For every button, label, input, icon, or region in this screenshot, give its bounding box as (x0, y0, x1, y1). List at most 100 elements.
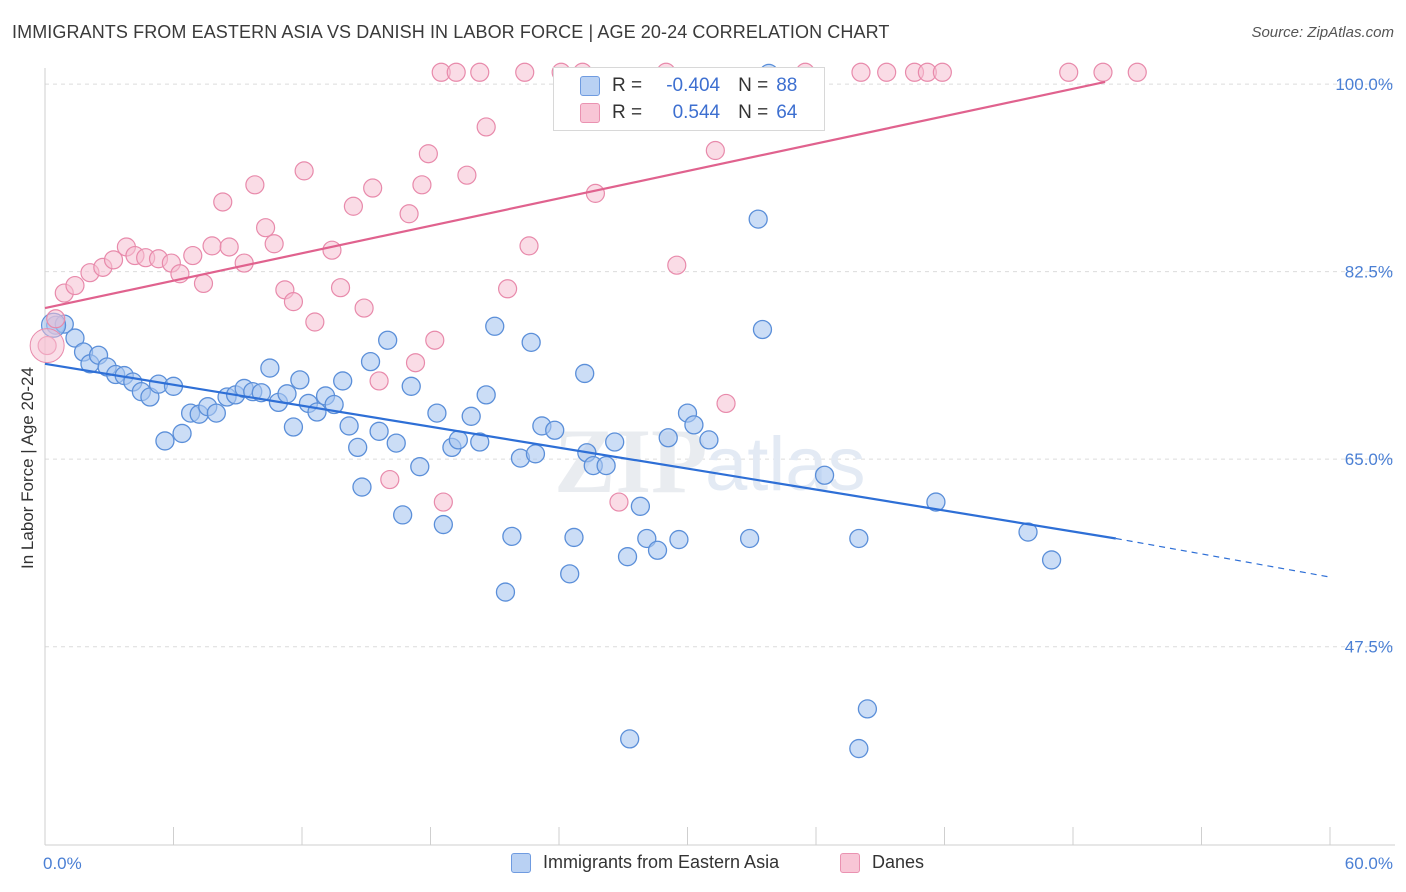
point-danes (519, 236, 539, 256)
point-immigrants (560, 564, 580, 584)
point-danes (245, 175, 265, 195)
point-immigrants (647, 540, 668, 560)
point-immigrants (369, 421, 389, 441)
point-danes (103, 250, 124, 270)
point-immigrants (393, 505, 413, 525)
point-danes (667, 255, 687, 275)
point-danes (330, 278, 351, 298)
legend-n-value: 88 (776, 75, 798, 96)
point-immigrants (339, 416, 359, 436)
point-immigrants (752, 319, 773, 340)
y-tick-label: 100.0% (1335, 75, 1393, 94)
point-danes (183, 245, 203, 266)
point-immigrants (290, 370, 310, 390)
point-danes (264, 234, 284, 254)
legend-row-danes: R = 0.544 N = 64 (612, 100, 797, 126)
point-immigrants (739, 528, 760, 549)
point-immigrants (433, 514, 454, 535)
legend-row-immigrants: R = -0.404 N = 88 (612, 73, 797, 99)
trend-line-immigrants (44, 362, 1117, 540)
point-danes (354, 298, 374, 318)
watermark-zip: ZIP (554, 410, 707, 512)
point-danes (399, 204, 419, 224)
point-danes-cluster (29, 328, 65, 364)
point-immigrants (470, 432, 490, 452)
point-danes (433, 492, 453, 512)
point-danes (515, 62, 535, 82)
point-danes (305, 312, 325, 332)
point-immigrants (630, 496, 651, 516)
point-danes (470, 62, 490, 82)
legend-item-danes[interactable]: Danes (840, 852, 924, 873)
legend-swatch-pink (840, 852, 860, 873)
point-immigrants (324, 394, 344, 415)
x-tick-label: 60.0% (1345, 854, 1393, 873)
point-danes (457, 165, 477, 185)
point-immigrants (277, 384, 297, 404)
point-immigrants (748, 209, 768, 229)
point-immigrants (461, 406, 481, 426)
legend-swatch-blue (511, 852, 531, 873)
point-immigrants (155, 431, 175, 451)
y-axis-label: In Labor Force | Age 20-24 (18, 367, 37, 569)
y-tick-label: 47.5% (1345, 638, 1393, 657)
point-immigrants (658, 428, 678, 448)
point-immigrants (378, 330, 398, 350)
point-danes (322, 240, 342, 260)
point-immigrants (575, 363, 595, 384)
point-immigrants (684, 415, 704, 435)
point-immigrants (525, 444, 546, 464)
gridlines (45, 83, 1395, 648)
axes (44, 68, 1395, 846)
point-immigrants (495, 582, 516, 602)
point-danes (343, 196, 363, 216)
legend-r-label: R = (612, 102, 643, 123)
point-immigrants (699, 430, 719, 450)
point-danes (418, 144, 438, 164)
point-danes (294, 161, 314, 181)
point-immigrants (307, 402, 327, 422)
point-danes (412, 175, 432, 195)
legend-label-danes: Danes (872, 852, 925, 872)
point-immigrants (172, 423, 192, 444)
point-immigrants (605, 432, 625, 452)
x-tick-label: 0.0% (43, 854, 82, 873)
point-danes (1093, 62, 1113, 82)
point-danes (46, 309, 66, 329)
point-immigrants (849, 528, 869, 549)
chart-title: IMMIGRANTS FROM EASTERN ASIA VS DANISH I… (12, 22, 890, 42)
legend-label-immigrants: Immigrants from Eastern Asia (543, 852, 780, 872)
point-immigrants (669, 529, 689, 550)
point-immigrants (564, 527, 584, 548)
legend-n-label: N = (738, 75, 769, 96)
point-danes (255, 218, 276, 238)
point-danes (1059, 62, 1079, 82)
point-danes (202, 236, 222, 256)
point-danes (369, 371, 389, 391)
trend-line-immigrants-projection (1115, 537, 1331, 578)
point-immigrants (1041, 550, 1062, 570)
legend-n-label: N = (738, 102, 769, 123)
point-immigrants (206, 403, 226, 423)
point-danes (476, 117, 496, 137)
point-danes (380, 469, 400, 490)
point-danes (213, 192, 233, 212)
point-danes (363, 178, 383, 198)
point-immigrants (386, 433, 406, 453)
legend-item-immigrants[interactable]: Immigrants from Eastern Asia (511, 852, 779, 873)
point-immigrants (352, 477, 372, 497)
point-immigrants (596, 455, 616, 476)
point-immigrants (333, 371, 353, 391)
point-immigrants (545, 420, 565, 440)
point-immigrants (926, 492, 946, 512)
trend-lines (44, 80, 1331, 578)
point-immigrants (360, 352, 381, 372)
point-immigrants (485, 316, 505, 336)
point-danes (705, 140, 725, 161)
legend-r-value: -0.404 (666, 75, 721, 96)
point-danes (932, 62, 952, 82)
point-danes (65, 275, 85, 296)
point-immigrants (251, 383, 271, 403)
point-danes (405, 353, 426, 373)
